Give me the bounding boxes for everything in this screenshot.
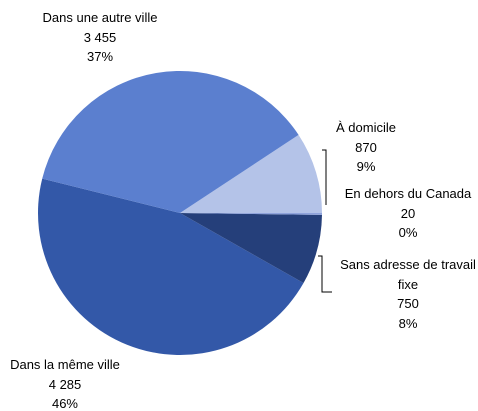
category-label: En dehors du Canada — [344, 186, 472, 201]
slice-label: Dans une autre ville 3 455 37% — [43, 8, 158, 67]
pie-slice — [38, 178, 304, 355]
value-label: 3 455 — [83, 29, 117, 45]
percent-label: 8% — [398, 315, 418, 331]
leader-line — [322, 149, 327, 205]
slice-label: En dehors du Canada 20 0% — [345, 184, 471, 243]
pie-slice — [180, 213, 322, 284]
percent-label: 9% — [356, 159, 376, 174]
value-label: 4 285 — [48, 376, 82, 392]
pie-slice — [42, 71, 299, 213]
category-label: Sans adresse de travail fixe — [340, 257, 476, 292]
value-label: 750 — [397, 296, 419, 311]
percent-label: 37% — [86, 49, 114, 64]
slice-label: Dans la même ville 4 285 46% — [10, 355, 120, 411]
category-label: Dans une autre ville — [42, 10, 158, 25]
value-label: 870 — [355, 139, 377, 155]
percent-label: 0% — [398, 225, 418, 240]
category-label: Dans la même ville — [10, 357, 120, 372]
slice-label: À domicile 870 9% — [336, 118, 396, 177]
pie-slice — [180, 134, 322, 213]
category-label: À domicile — [336, 120, 396, 135]
leader-line — [318, 255, 332, 293]
slice-label: Sans adresse de travail fixe 750 8% — [333, 255, 478, 333]
value-label: 20 — [400, 205, 416, 221]
pie-slice — [180, 213, 322, 215]
percent-label: 46% — [51, 396, 79, 411]
